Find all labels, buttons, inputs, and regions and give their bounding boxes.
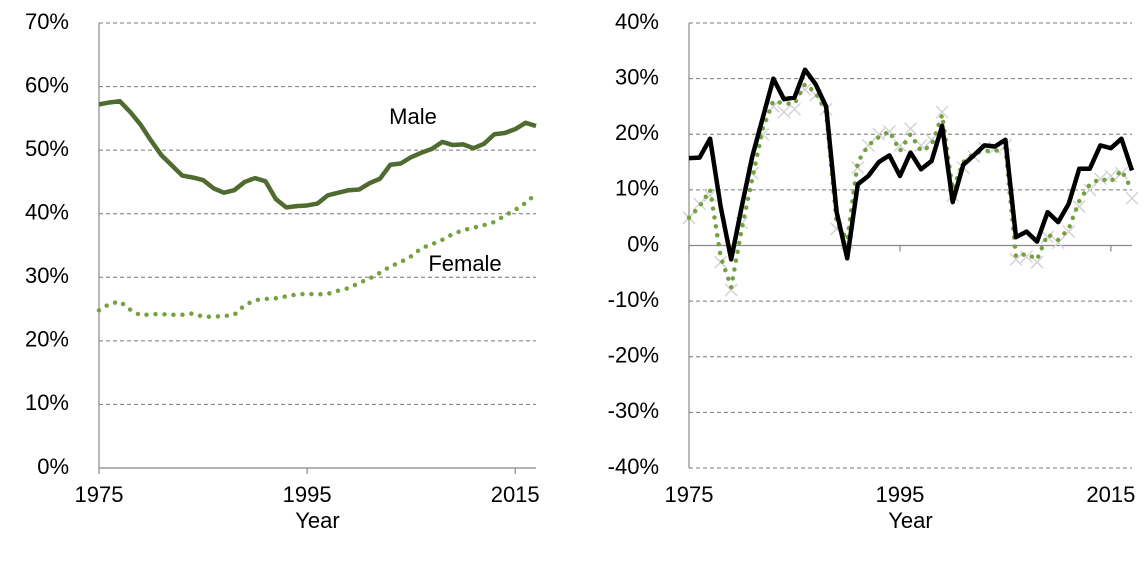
cross-marker: [1104, 169, 1118, 183]
cross-marker: [1125, 191, 1139, 205]
x-tick-label: 1975: [75, 482, 124, 507]
cross-marker: [872, 127, 886, 141]
cross-marker: [935, 105, 949, 119]
annotation: Female: [428, 251, 501, 276]
cross-marker: [1051, 236, 1065, 250]
y-tick-label: 0%: [627, 231, 659, 256]
y-tick-label: 40%: [25, 200, 69, 225]
series-line: [686, 81, 1135, 290]
x-tick-label: 2015: [491, 482, 540, 507]
y-tick-label: 10%: [615, 176, 659, 201]
x-tick-label: 1995: [283, 482, 332, 507]
cross-marker: [787, 102, 802, 116]
cross-marker: [1009, 252, 1023, 266]
y-tick-label: 40%: [615, 9, 659, 34]
y-tick-label: -10%: [608, 287, 659, 312]
y-tick-label: -40%: [608, 454, 659, 479]
y-tick-label: 30%: [615, 64, 659, 89]
x-tick-label: 1995: [875, 482, 924, 507]
y-tick-label: -20%: [608, 343, 659, 368]
series-line: [96, 191, 539, 319]
y-tick-label: 70%: [25, 9, 69, 34]
cross-marker: [1114, 166, 1128, 180]
y-tick-label: 60%: [25, 72, 69, 97]
y-tick-label: -30%: [608, 398, 659, 423]
cross-marker: [777, 105, 791, 119]
chart-panel: 0% 10% 20% 30% 40% 50% 60% 70% 1975 1995 2015 Year M…: [25, 9, 540, 533]
y-tick-label: 50%: [25, 136, 69, 161]
y-tick-label: 10%: [25, 390, 69, 415]
cross-marker: [703, 188, 717, 202]
x-tick-label: 1975: [665, 482, 714, 507]
x-axis-label: Year: [888, 508, 932, 533]
y-tick-label: 30%: [25, 263, 69, 288]
x-tick-label: 2015: [1086, 482, 1135, 507]
chart-panel: -40% -30% -20% -10% 0% 10% 20% 30% 40% 1975 1995 20…: [608, 9, 1139, 533]
cross-marker: [1019, 250, 1034, 264]
series-line: [98, 98, 537, 210]
x-axis-label: Year: [295, 508, 339, 533]
cross-marker: [724, 283, 738, 297]
y-tick-label: 20%: [615, 120, 659, 145]
y-tick-label: 0%: [37, 454, 69, 479]
series-line: [688, 67, 1135, 262]
cross-marker: [903, 122, 918, 136]
annotation: Male: [389, 104, 437, 129]
y-tick-label: 20%: [25, 327, 69, 352]
